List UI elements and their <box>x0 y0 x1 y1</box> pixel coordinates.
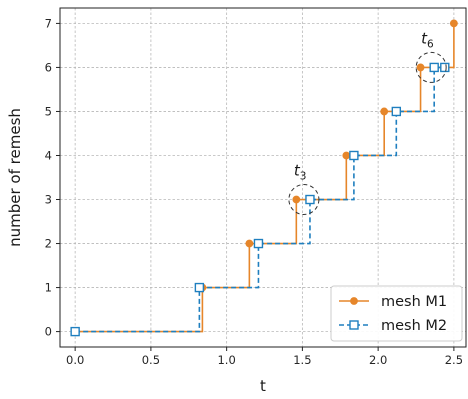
x-tick-label-1: 0.5 <box>142 353 160 367</box>
annotations: t3 t6 <box>288 29 447 216</box>
series-2-point-7 <box>440 62 450 73</box>
series-1-point-5 <box>380 107 389 116</box>
y-axis-label: number of remesh <box>6 108 24 247</box>
y-tick-label-3: 3 <box>45 193 52 207</box>
x-tick-label-0: 0.0 <box>66 353 84 367</box>
series-2-point-1 <box>194 282 205 293</box>
series-2-point-2 <box>253 238 264 249</box>
annotation-circle-1 <box>415 51 447 83</box>
legend: mesh M1 mesh M2 <box>330 285 463 342</box>
y-tick-label-6: 6 <box>45 60 52 74</box>
plot-frame <box>59 7 467 348</box>
series-1-point-3 <box>292 195 301 204</box>
series-line-2 <box>75 66 445 333</box>
y-tick-label-1: 1 <box>45 281 52 295</box>
legend-label-1: mesh M1 <box>381 294 447 310</box>
x-tick-label-3: 1.5 <box>293 353 311 367</box>
y-tick-label-0: 0 <box>45 325 52 339</box>
x-tick-label-2: 1.0 <box>217 353 235 367</box>
legend-label-2: mesh M2 <box>381 318 447 334</box>
series-2-point-0 <box>70 326 80 337</box>
ticks: 0.0 0.5 1.0 1.5 2.0 2.5 0 1 2 3 4 5 6 7 <box>45 16 463 367</box>
annotation-label-0: t3 <box>294 162 307 183</box>
series-1-point-6 <box>416 63 425 72</box>
series-2-point-6 <box>429 62 439 73</box>
series-layer <box>70 19 458 337</box>
series-1-point-4 <box>342 151 351 160</box>
legend-marker-1 <box>350 297 358 305</box>
x-axis-label: t <box>260 377 266 395</box>
y-tick-label-2: 2 <box>45 237 52 251</box>
legend-marker-2 <box>349 320 359 330</box>
y-tick-label-7: 7 <box>45 16 52 30</box>
x-tick-label-4: 2.0 <box>369 353 387 367</box>
annotation-circle-0 <box>288 184 320 216</box>
annotation-label-1: t6 <box>421 29 434 50</box>
series-1-point-2 <box>245 239 254 248</box>
series-1-point-7 <box>449 19 458 28</box>
y-tick-label-4: 4 <box>45 148 52 162</box>
series-2-point-4 <box>349 150 359 161</box>
y-tick-label-5: 5 <box>45 104 52 118</box>
series-line-1 <box>75 23 455 333</box>
series-2 <box>70 62 450 337</box>
legend-box <box>330 285 463 342</box>
series-2-point-5 <box>391 106 402 117</box>
series-2-point-3 <box>305 194 315 205</box>
x-tick-label-5: 2.5 <box>445 353 463 367</box>
